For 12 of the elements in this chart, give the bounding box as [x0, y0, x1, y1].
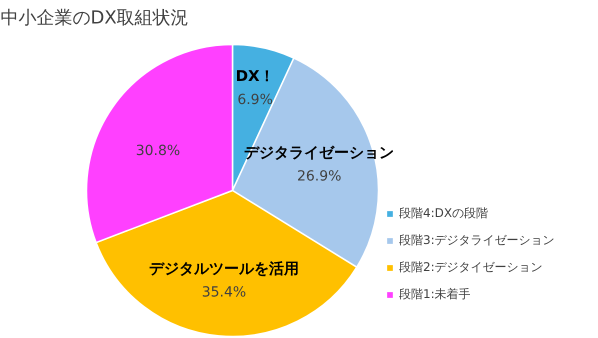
- data-label: 26.9%: [296, 168, 342, 184]
- text: デジタルツールを活用: [148, 260, 299, 278]
- chart-title: 中小企業のDX取組状況: [0, 8, 189, 28]
- data-label: 30.8%: [136, 143, 180, 160]
- text: DX！: [236, 66, 275, 85]
- text: デジタライゼーション: [244, 143, 394, 162]
- legend-label: 段階3:デジタライゼーション: [399, 232, 555, 249]
- legend-label: 段階1:未着手: [399, 286, 471, 303]
- data-label: 6.9%: [237, 92, 273, 108]
- legend-label: 段階4:DXの段階: [399, 205, 488, 222]
- legend-label: 段階2:デジタイゼーション: [399, 259, 543, 276]
- data-label: 35.4%: [202, 284, 246, 301]
